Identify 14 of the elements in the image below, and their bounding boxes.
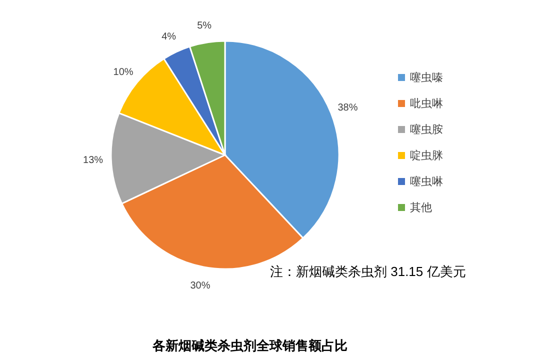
data-label: 5% [197,20,212,32]
legend-label: 噻虫胺 [410,123,443,136]
legend-label: 其他 [410,201,432,214]
data-label: 38% [338,102,358,114]
legend-label: 吡虫啉 [410,97,443,110]
data-label: 10% [113,66,134,78]
legend-label: 啶虫脒 [410,149,443,162]
data-label: 30% [190,280,210,292]
legend-label: 噻虫嗪 [410,71,443,84]
legend-label: 噻虫啉 [410,175,443,188]
data-label: 13% [83,155,104,166]
text: 注：新烟碱类杀虫剂 31.15 亿美元 [270,264,466,279]
text: 各新烟碱类杀虫剂全球销售额占比 [152,338,348,353]
data-label: 4% [162,32,176,43]
